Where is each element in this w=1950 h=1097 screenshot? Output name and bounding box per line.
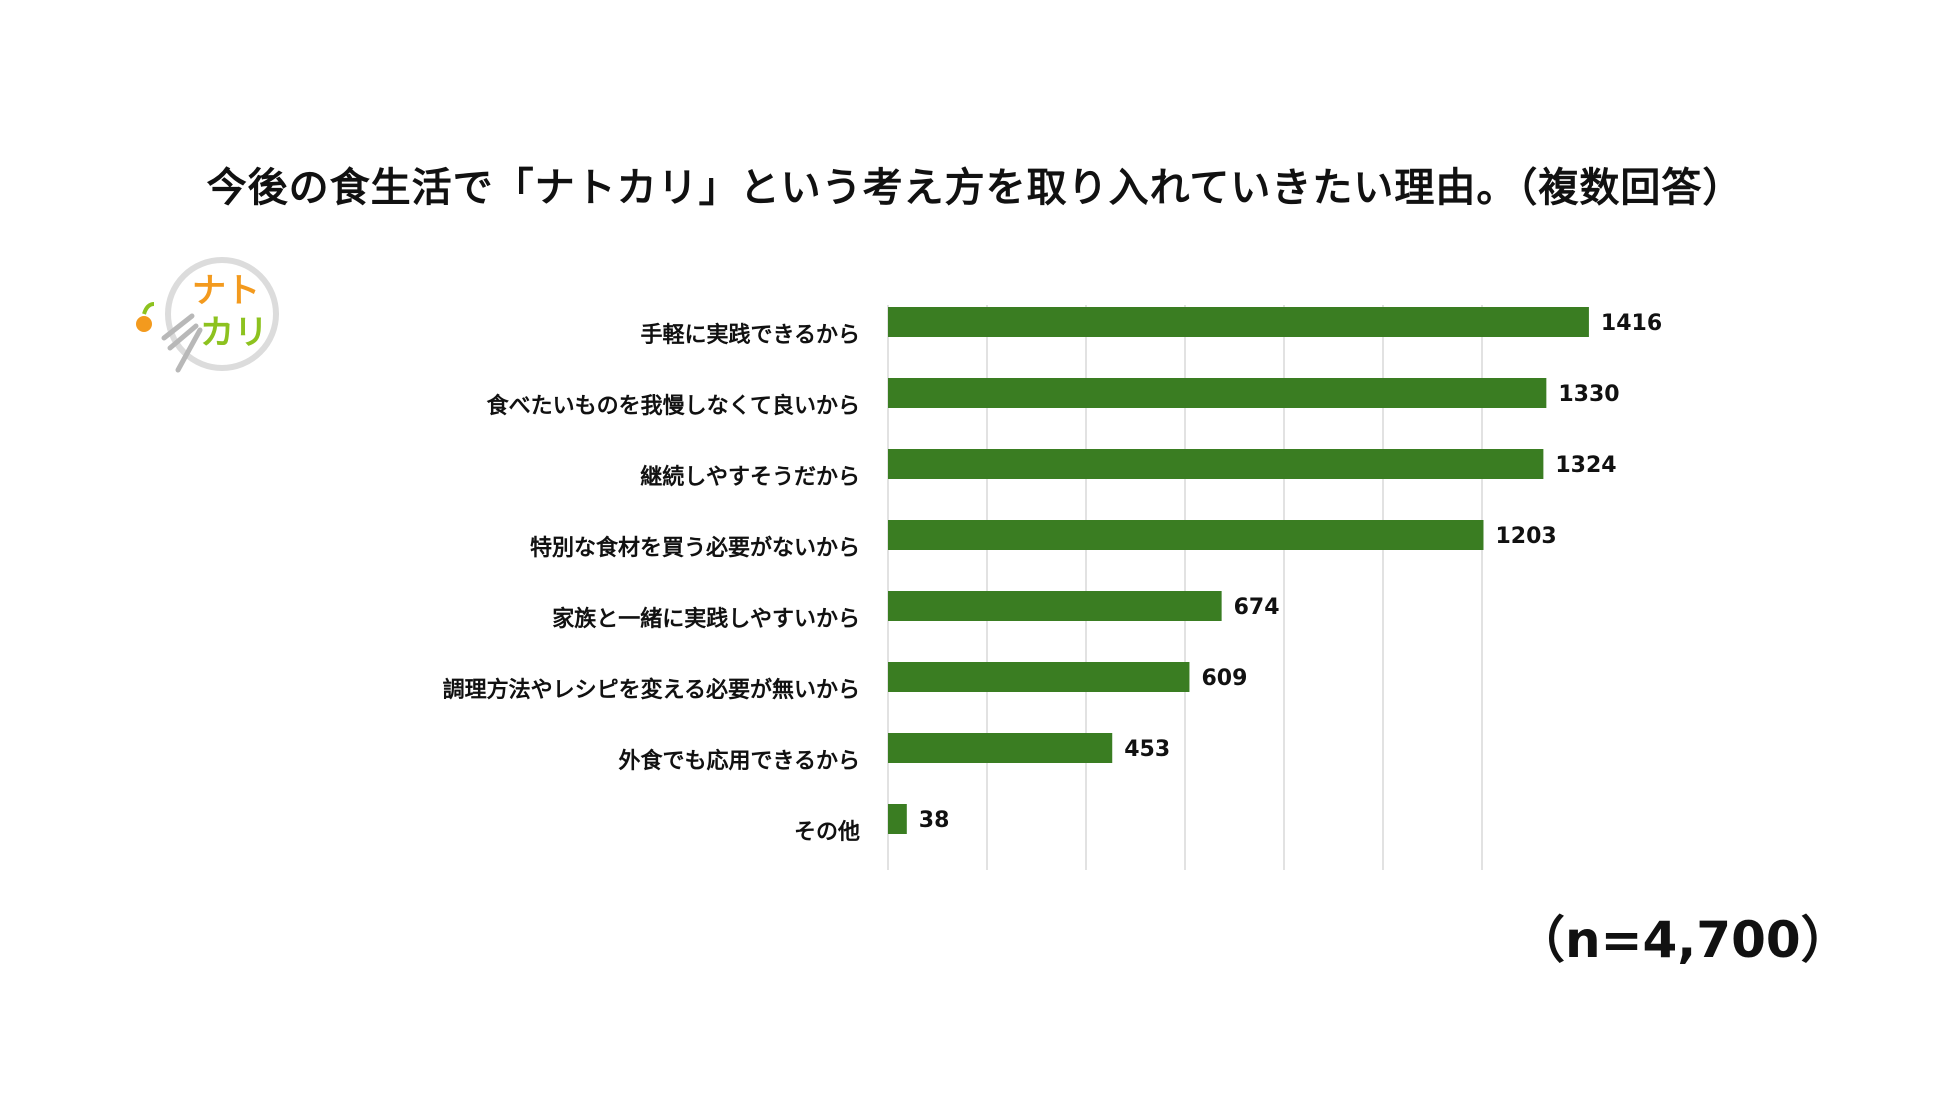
leaf-icon (142, 302, 155, 315)
logo-text-line2: カリ (200, 313, 268, 353)
category-labels: 手軽に実践できるから食べたいものを我慢しなくて良いから継続しやすそうだから特別な… (443, 322, 860, 845)
vegetable-icon (136, 316, 152, 332)
data-label: 674 (1234, 595, 1280, 620)
category-label: 手軽に実践できるから (640, 322, 860, 348)
natokari-logo: ナト カリ (130, 252, 290, 382)
category-label: 継続しやすそうだから (640, 464, 860, 490)
bar (888, 733, 1113, 763)
bar (888, 307, 1589, 337)
bar (888, 449, 1544, 479)
category-label: 特別な食材を買う必要がないから (530, 535, 860, 561)
category-label: 家族と一緒に実践しやすいから (552, 606, 860, 632)
fork-icon (161, 313, 203, 373)
data-label: 38 (919, 808, 950, 833)
bar (888, 591, 1222, 621)
chart-title: 今後の食生活で「ナトカリ」という考え方を取り入れていきたい理由。（複数回答） (206, 165, 1744, 211)
value-labels: 1416 1330 1324 1203 674 609 453 38 (919, 311, 1662, 833)
category-label: その他 (794, 820, 860, 845)
bar (888, 662, 1190, 692)
category-label: 調理方法やレシピを変える必要が無いから (443, 677, 860, 703)
category-label: 食べたいものを我慢しなくて良いから (487, 393, 860, 419)
data-label: 609 (1201, 666, 1247, 691)
data-label: 1330 (1558, 382, 1619, 407)
data-label: 1203 (1495, 524, 1556, 549)
logo-text-line1: ナト (192, 271, 260, 311)
logo-graphic: ナト カリ (136, 257, 279, 373)
bars (888, 307, 1589, 834)
data-label: 1416 (1601, 311, 1662, 336)
data-label: 1324 (1555, 453, 1616, 478)
bar (888, 378, 1547, 408)
category-label: 外食でも応用できるから (618, 748, 860, 774)
bar (888, 520, 1484, 550)
data-label: 453 (1124, 737, 1170, 762)
sample-size-note: （n=4,700） (1515, 911, 1851, 969)
logo-circle (165, 257, 279, 371)
bar (888, 804, 907, 834)
